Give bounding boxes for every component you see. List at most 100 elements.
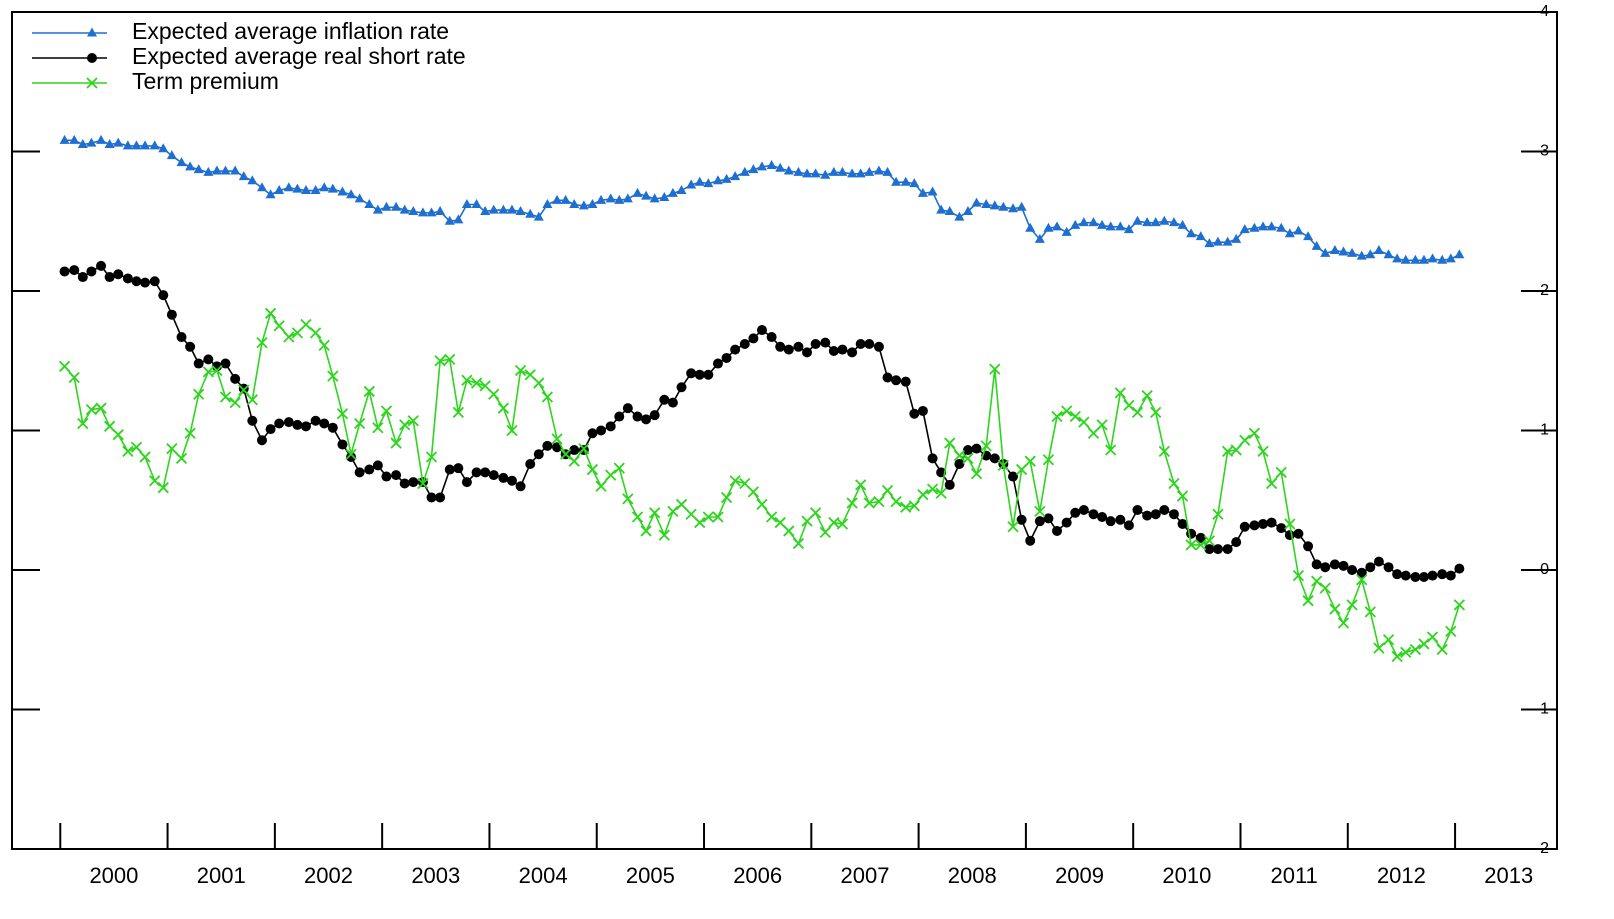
point [1168, 217, 1179, 227]
point [1025, 535, 1036, 546]
point [1373, 245, 1384, 255]
point [1131, 406, 1144, 419]
point [1320, 247, 1331, 257]
point [59, 134, 70, 144]
point [614, 411, 625, 422]
point [676, 185, 687, 195]
point [686, 368, 697, 379]
point [506, 424, 518, 437]
point [846, 497, 858, 509]
point [68, 371, 80, 384]
point [820, 169, 831, 179]
point [1293, 528, 1304, 539]
point [632, 411, 643, 422]
point [944, 479, 955, 490]
point [1426, 631, 1439, 643]
point [739, 477, 751, 490]
point [480, 205, 491, 215]
point [524, 369, 536, 381]
point [1087, 427, 1100, 439]
point [1437, 254, 1448, 264]
point [113, 137, 124, 147]
point [1453, 599, 1465, 611]
point [989, 363, 1001, 375]
point [274, 185, 285, 195]
point [559, 448, 572, 460]
series [58, 307, 1465, 663]
point [426, 207, 437, 217]
point [1115, 221, 1126, 231]
point [273, 320, 285, 332]
point [659, 394, 670, 405]
point [399, 419, 411, 431]
point [391, 201, 402, 211]
point [1454, 249, 1465, 259]
point [578, 442, 590, 455]
point [980, 440, 992, 452]
point [372, 460, 383, 471]
point [353, 417, 366, 430]
point [158, 290, 169, 301]
point [1185, 539, 1197, 551]
point [1427, 253, 1438, 263]
point [1043, 222, 1054, 232]
point [936, 204, 947, 214]
point [882, 372, 893, 383]
y-tick-label: 4 [1540, 3, 1549, 20]
point [989, 200, 1000, 210]
point [1061, 517, 1072, 528]
point [1293, 225, 1304, 235]
point [230, 165, 241, 175]
point [962, 445, 973, 456]
point [175, 452, 188, 465]
point [139, 451, 151, 463]
point [926, 483, 939, 495]
point [59, 266, 70, 277]
point [497, 402, 510, 414]
point [354, 193, 365, 203]
point [730, 344, 741, 355]
point [391, 470, 402, 481]
point [1052, 221, 1063, 231]
point [1392, 253, 1403, 263]
point [211, 364, 223, 377]
point [1249, 520, 1260, 531]
point [1132, 215, 1143, 225]
point [703, 178, 714, 188]
point [783, 525, 795, 537]
point [658, 529, 670, 541]
point [122, 445, 134, 458]
point [256, 435, 267, 446]
point [319, 182, 330, 192]
point [364, 199, 375, 209]
point [586, 463, 599, 476]
point [435, 205, 446, 215]
point [1338, 560, 1349, 571]
point [292, 419, 303, 430]
series [59, 260, 1465, 582]
point [605, 193, 616, 203]
point [756, 161, 767, 171]
point [1418, 638, 1430, 650]
point [149, 475, 161, 487]
point [1231, 537, 1242, 548]
point [774, 516, 786, 529]
point [1203, 535, 1216, 547]
point [909, 178, 920, 188]
point [847, 347, 858, 358]
x-tick-label: 2007 [840, 863, 889, 888]
point [954, 211, 965, 221]
point [1204, 238, 1215, 248]
point [363, 385, 375, 398]
point [283, 182, 294, 192]
point [1150, 509, 1161, 520]
point [1195, 532, 1206, 543]
point [954, 458, 965, 469]
point [802, 168, 813, 178]
point [337, 186, 348, 196]
point [1016, 514, 1027, 525]
point [1284, 518, 1296, 530]
point [1007, 521, 1019, 533]
point [185, 341, 196, 352]
point [1356, 574, 1368, 586]
